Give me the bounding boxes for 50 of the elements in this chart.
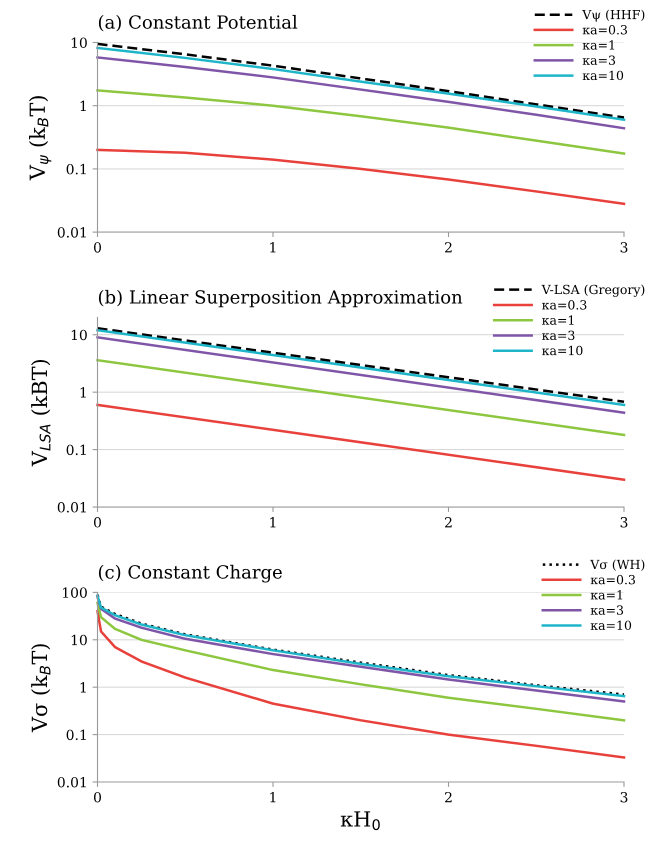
legend-label: κa=1 — [542, 315, 574, 325]
legend-label: κa=10 — [582, 70, 624, 80]
y-axis-title: V$_{ψ}$ (k$_{B}$T) — [29, 96, 52, 180]
line-series — [96, 148, 626, 206]
y-tick-label: 1 — [80, 100, 86, 111]
legend-label: κa=1 — [582, 40, 614, 50]
legend-label: κa=0.3 — [590, 574, 635, 584]
x-tick-label: 0 — [94, 792, 101, 802]
legend-label: κa=0.3 — [582, 25, 627, 34]
legend-label: κa=3 — [542, 330, 574, 340]
legend-label: Vσ (WH) — [590, 559, 644, 571]
x-axis-title: κH$_{0}$ — [340, 811, 380, 830]
x-tick-label: 1 — [270, 517, 276, 528]
y-tick-label: 0.1 — [66, 164, 86, 174]
y-tick-label: 1 — [80, 682, 86, 692]
y-axis-title: Vσ (k$_{B}$T) — [31, 644, 50, 732]
x-tick-label: 2 — [445, 792, 452, 802]
legend-label: κa=3 — [590, 605, 624, 615]
chart-title: (c) Constant Charge — [98, 564, 282, 583]
y-tick-label: 0.1 — [66, 444, 86, 456]
legend-label: κa=1 — [590, 590, 622, 600]
x-tick-label: 1 — [270, 792, 276, 802]
x-tick-label: 2 — [445, 242, 452, 252]
x-tick-label: 1 — [270, 242, 276, 252]
y-tick-label: 0.01 — [58, 776, 86, 788]
y-tick-label: 10 — [72, 37, 87, 48]
y-axis-title: V$_{LSA}$ (kBT) — [31, 360, 51, 466]
y-tick-label: 10 — [72, 330, 87, 340]
x-tick-label: 0 — [94, 242, 101, 253]
y-tick-label: 100 — [62, 587, 87, 598]
x-tick-label: 2 — [445, 517, 452, 528]
x-tick-label: 3 — [620, 792, 628, 802]
y-tick-label: 0.01 — [58, 227, 86, 238]
y-tick-label: 0.1 — [66, 730, 86, 740]
x-tick-label: 3 — [620, 242, 628, 253]
legend-label: κa=10 — [590, 620, 632, 630]
chart-title: (a) Constant Potential — [98, 14, 298, 32]
line-series — [96, 89, 626, 155]
x-tick-label: 3 — [620, 517, 628, 528]
legend-label: κa=0.3 — [542, 300, 586, 310]
x-tick-label: 0 — [94, 517, 101, 528]
legend-label: Vψ (HHF) — [582, 10, 644, 22]
legend-label: V-LSA (Gregory) — [542, 284, 644, 297]
line-series — [96, 56, 626, 130]
y-tick-label: 0.01 — [58, 502, 86, 513]
y-tick-label: 1 — [80, 387, 86, 398]
y-tick-label: 10 — [72, 634, 87, 646]
chart-title: (b) Linear Superposition Approximation — [98, 290, 462, 308]
legend-label: κa=3 — [582, 55, 616, 65]
legend-label: κa=10 — [542, 346, 582, 356]
